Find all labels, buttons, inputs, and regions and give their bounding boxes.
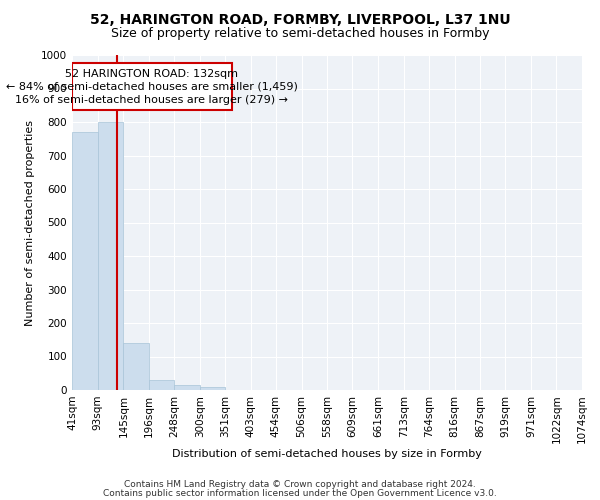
- Text: 52 HARINGTON ROAD: 132sqm: 52 HARINGTON ROAD: 132sqm: [65, 68, 238, 78]
- Text: Contains public sector information licensed under the Open Government Licence v3: Contains public sector information licen…: [103, 488, 497, 498]
- Text: Contains HM Land Registry data © Crown copyright and database right 2024.: Contains HM Land Registry data © Crown c…: [124, 480, 476, 489]
- Text: 16% of semi-detached houses are larger (279) →: 16% of semi-detached houses are larger (…: [16, 95, 289, 105]
- X-axis label: Distribution of semi-detached houses by size in Formby: Distribution of semi-detached houses by …: [172, 449, 482, 459]
- Bar: [72, 132, 98, 390]
- Text: ← 84% of semi-detached houses are smaller (1,459): ← 84% of semi-detached houses are smalle…: [6, 82, 298, 92]
- Text: Size of property relative to semi-detached houses in Formby: Size of property relative to semi-detach…: [111, 28, 489, 40]
- Bar: [174, 385, 200, 390]
- Text: 52, HARINGTON ROAD, FORMBY, LIVERPOOL, L37 1NU: 52, HARINGTON ROAD, FORMBY, LIVERPOOL, L…: [89, 12, 511, 26]
- Bar: [72, 64, 232, 110]
- Bar: [98, 122, 124, 390]
- Y-axis label: Number of semi-detached properties: Number of semi-detached properties: [25, 120, 35, 326]
- Bar: [149, 380, 174, 390]
- Bar: [200, 388, 225, 390]
- Bar: [124, 343, 149, 390]
